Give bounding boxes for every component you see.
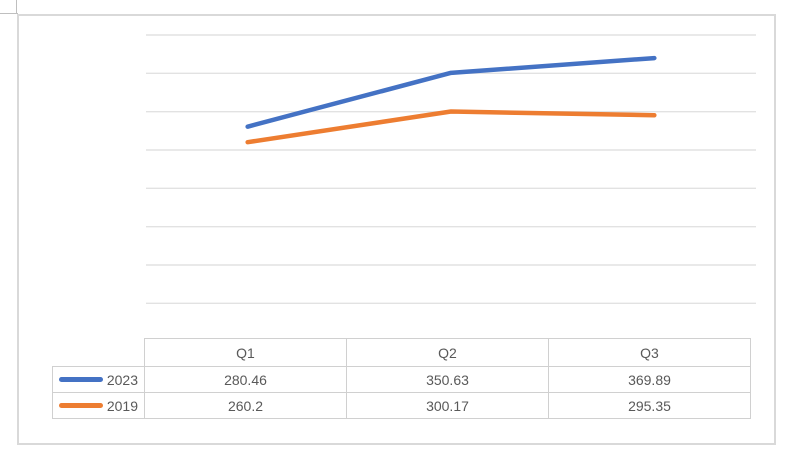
value-2023-q1: 280.46 bbox=[144, 366, 347, 393]
spreadsheet-gridline-vertical bbox=[16, 0, 17, 14]
series-line-2023 bbox=[245, 55, 657, 129]
data-table-row-2019: 2019 260.2 300.17 295.35 bbox=[52, 392, 751, 419]
legend-key-2023: 2023 bbox=[52, 366, 145, 393]
line-chart-plot-area bbox=[146, 34, 756, 305]
chart-object[interactable]: Q1 Q2 Q3 2023 280.46 350.63 369.89 bbox=[17, 14, 776, 445]
spreadsheet-gridline-horizontal bbox=[0, 13, 18, 14]
data-table-header-q2: Q2 bbox=[346, 338, 549, 367]
value-2019-q3: 295.35 bbox=[548, 392, 751, 419]
series-2023-label: 2023 bbox=[106, 371, 138, 388]
value-2023-q2: 350.63 bbox=[346, 366, 549, 393]
value-2019-q1: 260.2 bbox=[144, 392, 347, 419]
value-2019-q2: 300.17 bbox=[346, 392, 549, 419]
data-table-row-2023: 2023 280.46 350.63 369.89 bbox=[52, 366, 751, 393]
series-2019-swatch-icon bbox=[59, 403, 103, 408]
chart-data-table: Q1 Q2 Q3 2023 280.46 350.63 369.89 bbox=[52, 338, 751, 419]
data-table-corner-cell bbox=[53, 339, 145, 367]
legend-key-2019: 2019 bbox=[52, 392, 145, 419]
series-2019-label: 2019 bbox=[106, 397, 138, 414]
series-2023-swatch-icon bbox=[59, 377, 103, 382]
data-table-header-row: Q1 Q2 Q3 bbox=[53, 338, 751, 367]
value-2023-q3: 369.89 bbox=[548, 366, 751, 393]
data-table-header-q1: Q1 bbox=[144, 338, 347, 367]
series-line-2019 bbox=[245, 109, 657, 145]
data-table-header-q3: Q3 bbox=[548, 338, 751, 367]
